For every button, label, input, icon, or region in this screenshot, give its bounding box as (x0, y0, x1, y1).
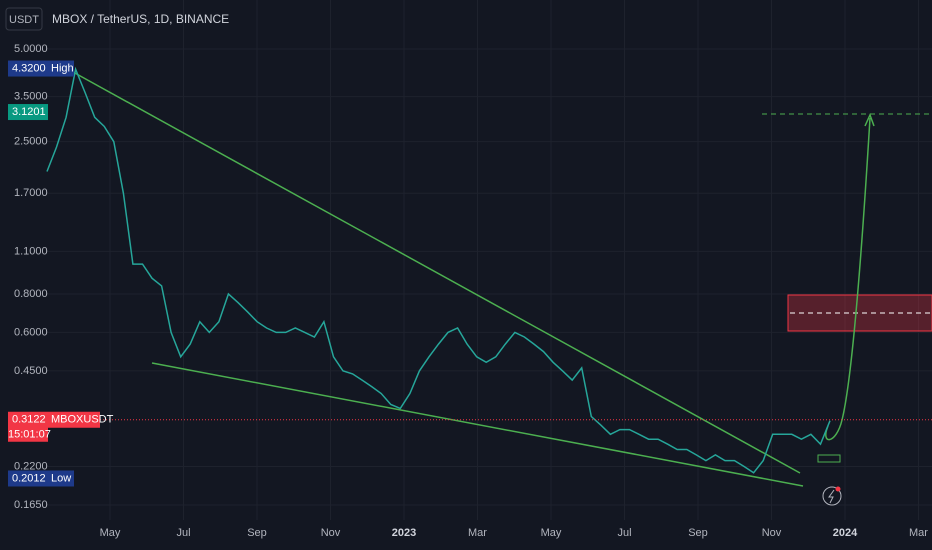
last-label: 0.3122 (12, 414, 46, 426)
x-tick-label: Nov (321, 527, 341, 539)
y-tick-label: 2.5000 (14, 136, 48, 148)
x-tick-label: Mar (468, 527, 487, 539)
alert-bolt (828, 489, 835, 504)
projection-arrow (825, 117, 871, 441)
price-line (46, 66, 831, 474)
low-badge (8, 470, 48, 487)
high-tag-bg (48, 60, 74, 77)
x-tick-label: Mar (909, 527, 928, 539)
x-tick-label: Jul (617, 527, 631, 539)
y-tick-label: 0.8000 (14, 288, 48, 300)
y-tick-label: 0.6000 (14, 326, 48, 338)
x-tick-label: Nov (762, 527, 782, 539)
alert-dot (835, 486, 841, 492)
y-tick-label: 1.1000 (14, 245, 48, 257)
alert-icon[interactable] (822, 486, 842, 506)
x-tick-label: Sep (247, 527, 267, 539)
low-tag: Low (51, 472, 71, 484)
arrow-head (864, 113, 875, 127)
upper-trendline (72, 71, 801, 474)
x-tick-label: Jul (176, 527, 190, 539)
entry-box (817, 454, 841, 463)
y-tick-label: 5.0000 (14, 43, 48, 55)
x-tick-label: May (541, 527, 562, 539)
grid: 5.0000 3.5000 2.5000 1.7000 1.1000 0.8000 0.60… (14, 0, 932, 539)
y-tick-label: 0.2200 (14, 460, 48, 472)
currency: USDT (9, 14, 39, 26)
low-tag-bg (48, 470, 74, 487)
last-countdown: 15:01:07 (8, 429, 51, 441)
y-tick-label: 0.1650 (14, 499, 48, 511)
target-badge (8, 104, 48, 121)
target-label: 3.1201 (12, 106, 46, 118)
plot (46, 66, 932, 474)
x-tick-label: May (100, 527, 121, 539)
y-tick-label: 3.5000 (14, 91, 48, 103)
high-badge (8, 60, 48, 77)
currency-button[interactable] (5, 7, 43, 31)
y-tick-label: 0.4500 (14, 365, 48, 377)
high-tag: High (51, 62, 74, 74)
last-badge (8, 411, 48, 442)
last-tag: MBOXUSDT (51, 414, 114, 426)
chart-title: MBOX / TetherUS, 1D, BINANCE (52, 12, 229, 26)
last-tag-bg (48, 411, 100, 428)
low-label: 0.2012 (12, 472, 46, 484)
x-tick-label: 2024 (833, 527, 858, 539)
high-label: 4.3200 (12, 62, 46, 74)
x-tick-label: Sep (688, 527, 708, 539)
lower-trendline (151, 362, 804, 487)
x-tick-label: 2023 (392, 527, 416, 539)
y-tick-label: 1.7000 (14, 187, 48, 199)
